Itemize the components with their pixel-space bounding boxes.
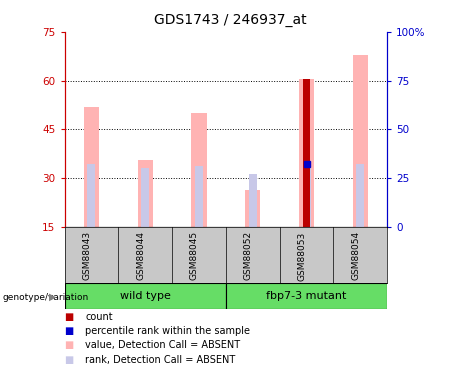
Text: fbp7-3 mutant: fbp7-3 mutant <box>266 291 347 301</box>
Bar <box>191 113 207 227</box>
Text: count: count <box>85 312 113 322</box>
Text: GSM88045: GSM88045 <box>190 231 199 280</box>
Text: ■: ■ <box>65 312 74 322</box>
Text: GDS1743 / 246937_at: GDS1743 / 246937_at <box>154 13 307 27</box>
Bar <box>65 283 226 309</box>
Text: GSM88052: GSM88052 <box>244 231 253 280</box>
Bar <box>88 165 95 227</box>
Text: wild type: wild type <box>120 291 171 301</box>
Bar <box>249 174 257 227</box>
Text: ■: ■ <box>65 326 74 336</box>
Bar <box>141 168 149 227</box>
Bar <box>226 283 387 309</box>
Text: GSM88044: GSM88044 <box>136 231 145 280</box>
Bar <box>356 165 364 227</box>
Text: ▶: ▶ <box>49 292 56 302</box>
Text: GSM88053: GSM88053 <box>297 231 307 280</box>
Bar <box>302 164 311 227</box>
Text: GSM88054: GSM88054 <box>351 231 361 280</box>
Text: ■: ■ <box>65 340 74 350</box>
Text: ■: ■ <box>65 355 74 364</box>
Text: percentile rank within the sample: percentile rank within the sample <box>85 326 250 336</box>
Bar <box>299 79 314 227</box>
Text: value, Detection Call = ABSENT: value, Detection Call = ABSENT <box>85 340 240 350</box>
Bar <box>303 79 310 227</box>
Bar <box>195 166 203 227</box>
Bar <box>84 106 99 227</box>
Bar <box>245 189 260 227</box>
Text: GSM88043: GSM88043 <box>83 231 91 280</box>
Text: rank, Detection Call = ABSENT: rank, Detection Call = ABSENT <box>85 355 236 364</box>
Text: genotype/variation: genotype/variation <box>2 292 89 302</box>
Bar <box>138 160 153 227</box>
Bar <box>353 55 368 227</box>
